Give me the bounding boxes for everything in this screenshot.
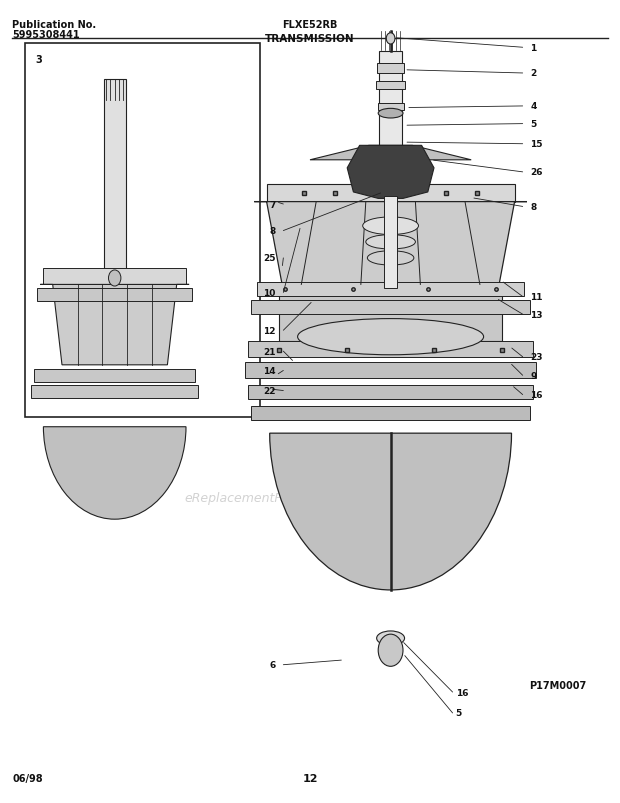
Bar <box>248 385 533 400</box>
Text: 12: 12 <box>303 773 317 783</box>
Text: 16: 16 <box>530 390 542 400</box>
Bar <box>384 197 397 289</box>
Bar <box>279 283 502 341</box>
Text: 7: 7 <box>270 200 276 210</box>
Text: TRANSMISSION: TRANSMISSION <box>265 34 355 43</box>
Bar <box>104 80 126 325</box>
Text: 5995308441: 5995308441 <box>12 30 80 39</box>
Text: 25: 25 <box>264 254 276 263</box>
Bar <box>34 369 195 382</box>
Text: eReplacementParts.com: eReplacementParts.com <box>184 491 337 504</box>
Text: FLXE52RB: FLXE52RB <box>282 20 338 30</box>
Wedge shape <box>43 427 186 520</box>
Text: P17M0007: P17M0007 <box>529 681 587 691</box>
Ellipse shape <box>377 631 404 646</box>
Text: 22: 22 <box>264 386 276 396</box>
Circle shape <box>386 34 395 45</box>
Bar <box>376 82 405 90</box>
Text: 4: 4 <box>530 102 536 112</box>
Text: 5: 5 <box>456 708 462 718</box>
Text: Publication No.: Publication No. <box>12 20 97 30</box>
Text: 5: 5 <box>530 120 536 129</box>
Bar <box>378 104 404 111</box>
Bar <box>245 363 536 379</box>
Bar <box>377 64 404 74</box>
Text: 8: 8 <box>530 202 536 212</box>
Bar <box>37 289 192 302</box>
Text: 8: 8 <box>270 226 276 236</box>
Text: 26: 26 <box>530 168 542 177</box>
Text: 15: 15 <box>530 140 542 149</box>
Text: 2: 2 <box>530 69 536 79</box>
Text: 9: 9 <box>530 371 536 381</box>
Text: 11: 11 <box>530 292 542 302</box>
Polygon shape <box>254 202 527 285</box>
Ellipse shape <box>363 218 419 235</box>
Text: 14: 14 <box>264 366 276 376</box>
Bar <box>267 185 515 202</box>
Text: 1: 1 <box>530 43 536 53</box>
Ellipse shape <box>298 320 484 355</box>
Text: 13: 13 <box>530 310 542 320</box>
Bar <box>248 341 533 357</box>
Text: 10: 10 <box>264 288 276 298</box>
Bar <box>251 300 530 315</box>
Ellipse shape <box>367 251 414 266</box>
Text: 06/98: 06/98 <box>12 773 43 783</box>
Polygon shape <box>40 285 189 365</box>
Wedge shape <box>270 434 512 590</box>
Ellipse shape <box>378 109 403 119</box>
Bar <box>379 52 402 181</box>
Ellipse shape <box>366 235 415 250</box>
Text: 23: 23 <box>530 353 542 362</box>
Bar <box>251 406 530 421</box>
Text: 12: 12 <box>264 326 276 336</box>
Bar <box>257 283 524 297</box>
Circle shape <box>108 271 121 287</box>
Text: 16: 16 <box>456 687 468 697</box>
Polygon shape <box>310 146 471 161</box>
Text: 6: 6 <box>270 660 276 670</box>
Bar <box>31 385 198 398</box>
Text: 21: 21 <box>264 347 276 357</box>
Bar <box>43 269 186 285</box>
Circle shape <box>378 634 403 666</box>
Text: 3: 3 <box>35 55 42 64</box>
Polygon shape <box>347 146 434 199</box>
Bar <box>25 44 260 418</box>
